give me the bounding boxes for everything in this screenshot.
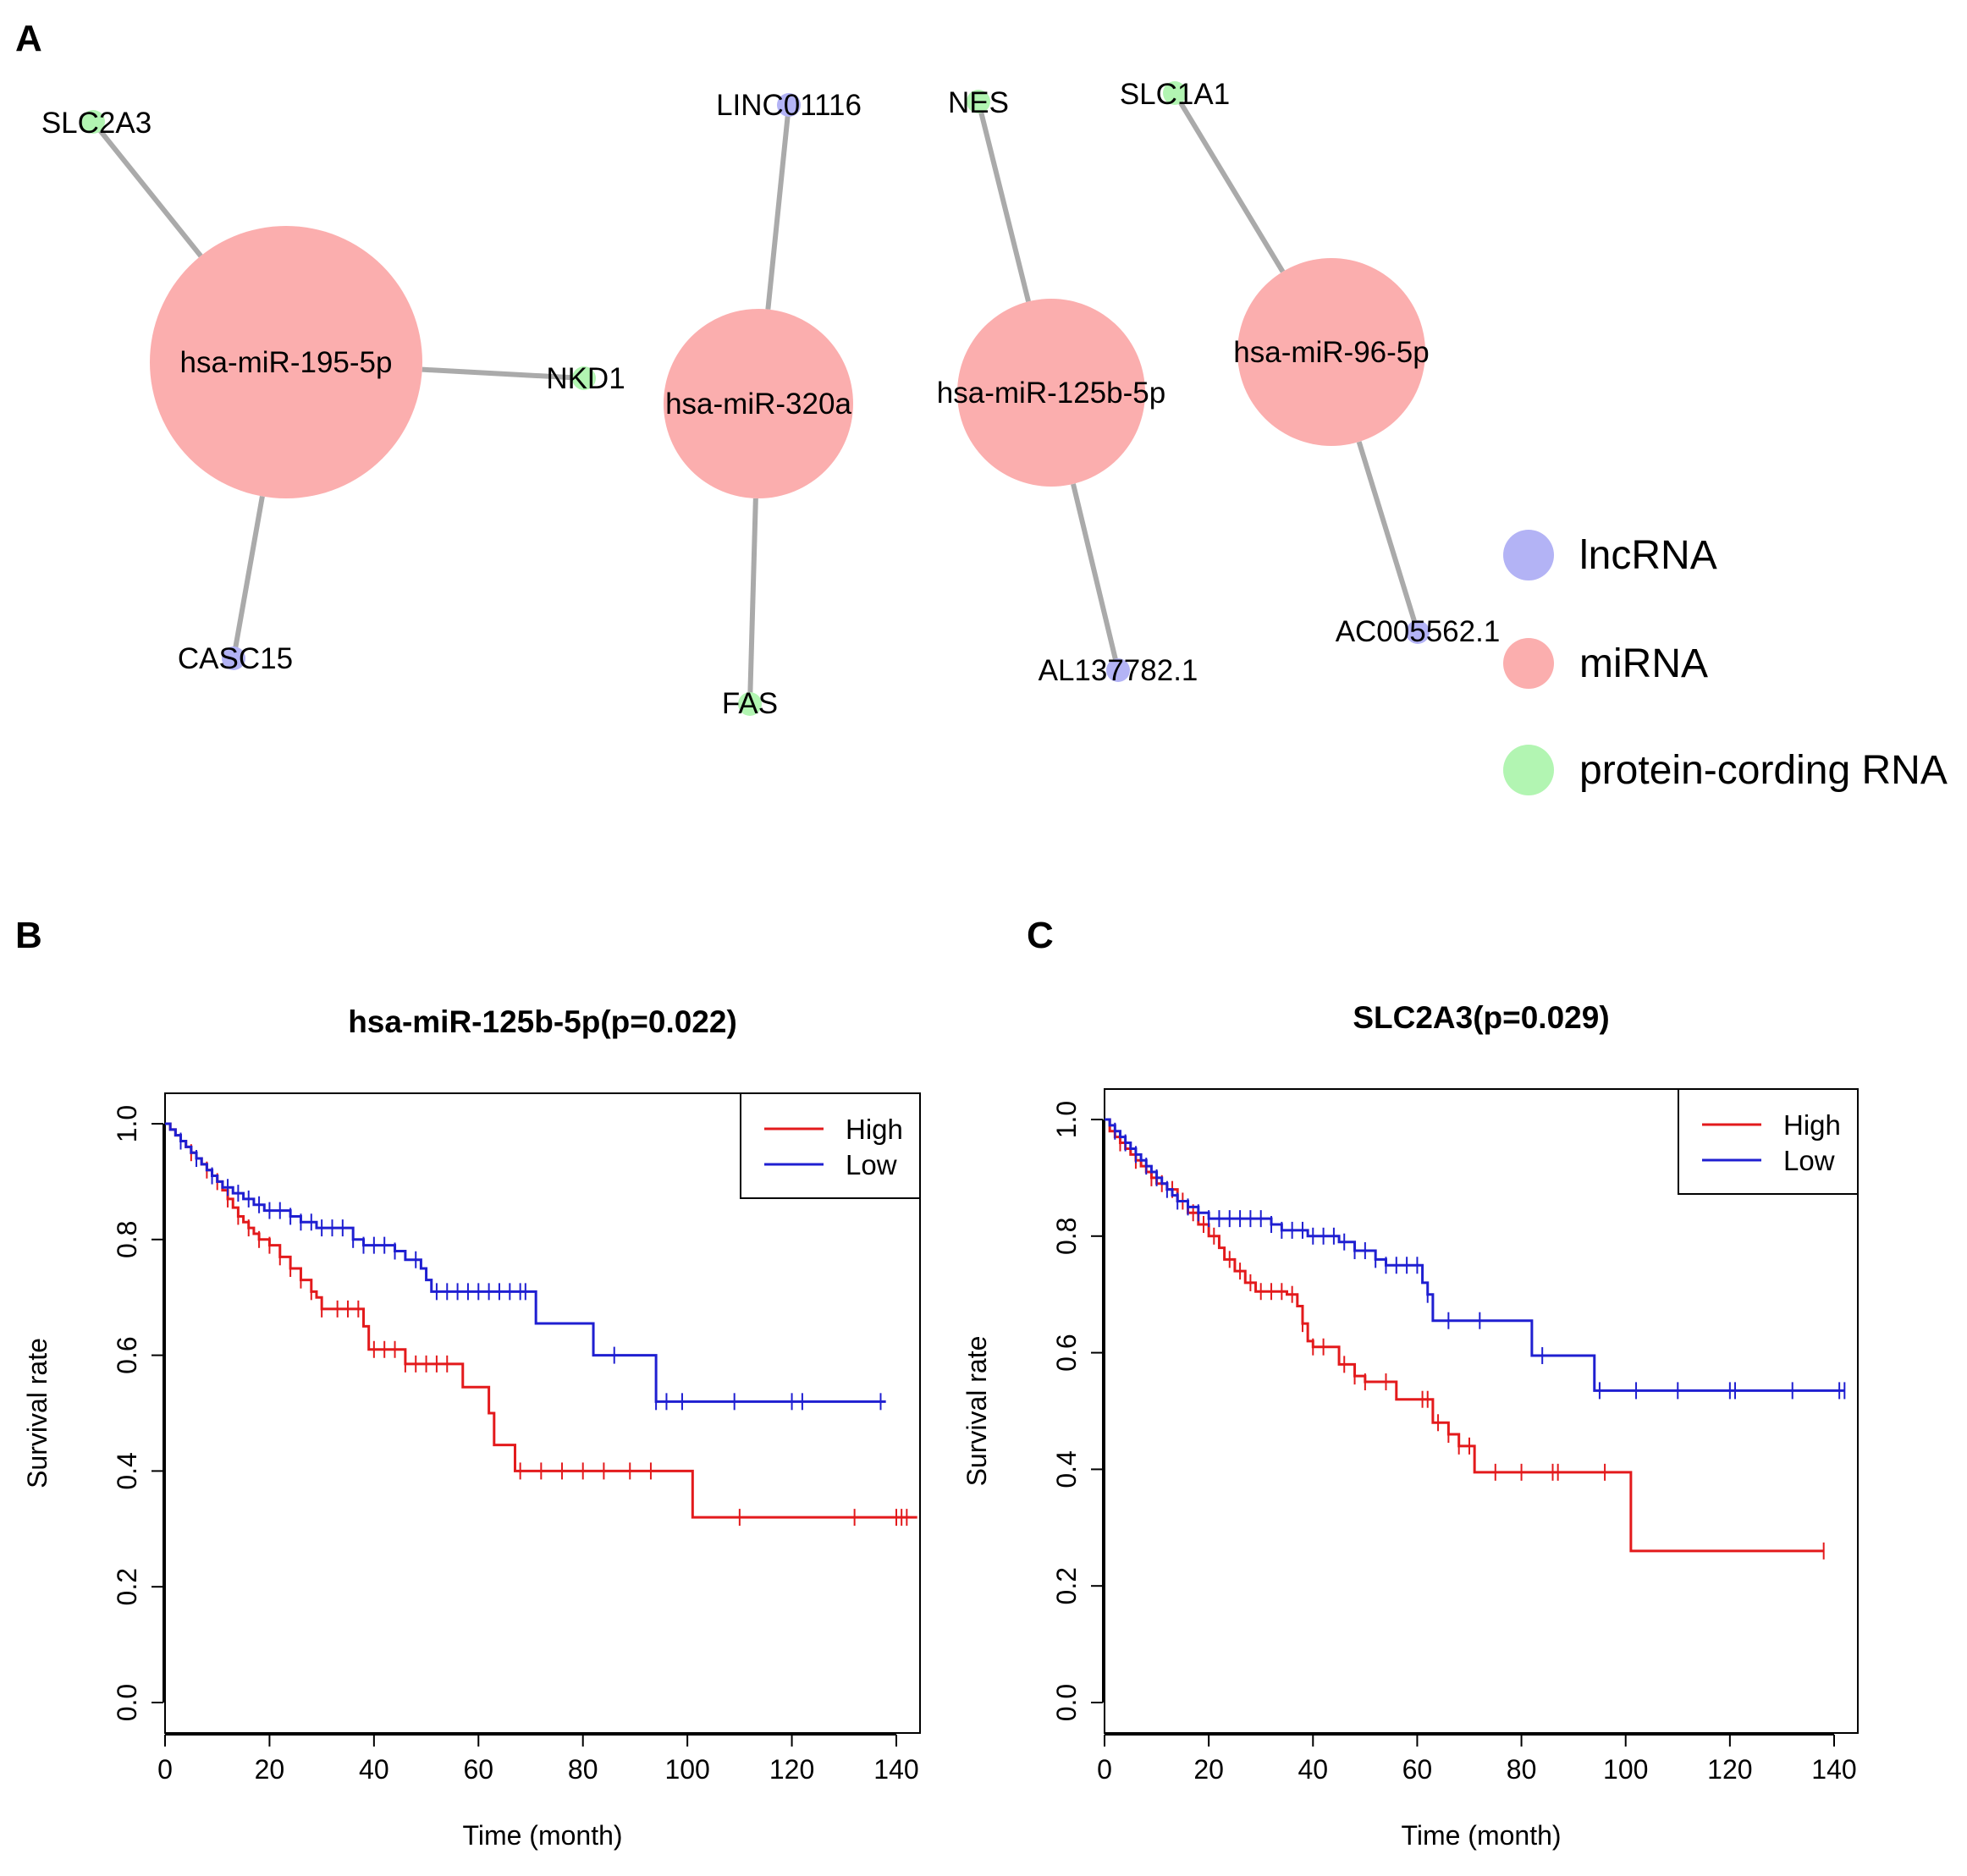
node-label-slc2a3: SLC2A3 [41,107,152,140]
edge-mir320-linc01116 [765,104,791,310]
node-label-hsa-mir-320a: hsa-miR-320a [665,388,851,421]
node-label-hsa-mir-96-5p: hsa-miR-96-5p [1233,336,1429,369]
km-plot-c: SLC2A3(p=0.029) 0 20 40 60 80 100 120 140 Time (m… [961,1000,1859,1851]
panel-c-letter: C [1027,915,1054,956]
x-tick-label-140: 140 [1811,1754,1856,1785]
x-tick-label-20: 20 [1193,1754,1224,1785]
network-nodes: hsa-miR-195-5p hsa-miR-320a hsa-miR-125b-5… [41,78,1500,720]
edge-mir125-al137782 [1071,483,1121,671]
x-tick-label-0: 0 [157,1754,173,1785]
edge-mir320-fas [747,498,758,705]
y-tick-label-0.4: 0.4 [112,1452,142,1489]
edge-mir96-slc1a1 [1172,91,1286,273]
y-tick-label-0.6: 0.6 [112,1336,142,1373]
x-tick-label-100: 100 [1603,1754,1648,1785]
x-tick-label-100: 100 [664,1754,709,1785]
node-linc01116 [777,93,801,117]
edge-mir96-ac005562 [1356,441,1420,633]
x-tick-label-20: 20 [255,1754,285,1785]
node-slc2a3 [81,110,105,134]
node-label-ac005562-1: AC005562.1 [1336,615,1501,648]
edge-mir125-nes [976,101,1031,303]
node-slc1a1 [1163,81,1187,105]
panel-a-letter: A [15,18,42,59]
network-edges [91,91,1420,705]
x-tick-label-80: 80 [1507,1754,1537,1785]
node-hsa-mir-96-5p [1237,258,1425,446]
node-label-hsa-mir-195-5p: hsa-miR-195-5p [180,346,393,379]
x-tick-label-40: 40 [359,1754,389,1785]
node-hsa-mir-320a [664,309,853,498]
y-tick-label-0.6: 0.6 [1051,1334,1082,1371]
x-tick-label-0: 0 [1097,1754,1112,1785]
node-al137782-1 [1106,658,1130,682]
y-tick-label-1.0: 1.0 [1051,1101,1082,1138]
legend-lncrna-swatch [1503,530,1554,580]
legend-mirna-swatch [1503,638,1554,689]
y-axis-label: Survival rate [22,1338,52,1488]
node-ac005562-1 [1406,620,1430,644]
legend-protein-label: protein-cording RNA [1579,748,1948,793]
x-tick-label-80: 80 [568,1754,598,1785]
chart-title: hsa-miR-125b-5p(p=0.022) [348,1004,737,1039]
legend-label-high: High [1783,1109,1841,1141]
legend-lncrna-label: lncRNA [1579,533,1717,578]
legend-label-low: Low [846,1149,897,1180]
x-axis-label: Time (month) [1401,1820,1561,1851]
y-tick-label-0.4: 0.4 [1051,1450,1082,1488]
y-tick-label-0.0: 0.0 [112,1684,142,1721]
y-tick-label-0.8: 0.8 [112,1221,142,1258]
node-label-slc1a1: SLC1A1 [1120,78,1230,111]
y-tick-label-0.2: 0.2 [1051,1567,1082,1604]
node-label-al137782-1: AL137782.1 [1039,654,1198,687]
x-tick-label-60: 60 [463,1754,493,1785]
node-nes [967,90,990,113]
plot-frame [164,1092,921,1734]
y-tick-label-0.8: 0.8 [1051,1218,1082,1255]
node-casc15 [222,646,245,670]
node-label-casc15: CASC15 [178,642,293,675]
node-hsa-mir-195-5p [150,226,422,498]
node-label-nes: NES [948,86,1009,119]
y-tick-label-0.2: 0.2 [112,1568,142,1605]
km-plot-b: hsa-miR-125b-5p(p=0.022) 0 20 40 60 80 100 120 1… [22,1004,921,1851]
node-label-linc01116: LINC01116 [716,89,862,122]
x-tick-label-40: 40 [1298,1754,1328,1785]
network-legend: lncRNA miRNA protein-cording RNA [1503,530,1948,795]
y-axis-label: Survival rate [961,1336,992,1487]
chart-title: SLC2A3(p=0.029) [1353,1000,1609,1035]
edge-mir195-casc15 [231,496,265,659]
x-tick-label-140: 140 [873,1754,918,1785]
legend-mirna-label: miRNA [1579,641,1708,686]
x-tick-label-60: 60 [1402,1754,1433,1785]
node-label-fas: FAS [722,687,778,720]
node-fas [738,692,762,716]
node-hsa-mir-125b-5p [957,299,1145,487]
legend-protein-swatch [1503,745,1554,795]
plot-frame [1104,1088,1859,1734]
edge-mir195-slc2a3 [91,120,203,258]
node-label-nkd1: NKD1 [546,362,625,395]
legend-box [740,1092,921,1199]
panel-b-letter: B [15,915,42,956]
node-label-hsa-mir-125b-5p: hsa-miR-125b-5p [937,377,1165,410]
legend-label-low: Low [1783,1145,1835,1176]
legend-label-high: High [846,1114,903,1145]
y-tick-label-0.0: 0.0 [1051,1684,1082,1721]
legend-box [1678,1088,1859,1195]
x-axis-label: Time (month) [462,1820,622,1851]
x-tick-label-120: 120 [1707,1754,1752,1785]
y-tick-label-1.0: 1.0 [112,1105,142,1142]
edge-mir195-nkd1 [422,366,585,381]
node-nkd1 [572,366,596,390]
x-tick-label-120: 120 [769,1754,814,1785]
